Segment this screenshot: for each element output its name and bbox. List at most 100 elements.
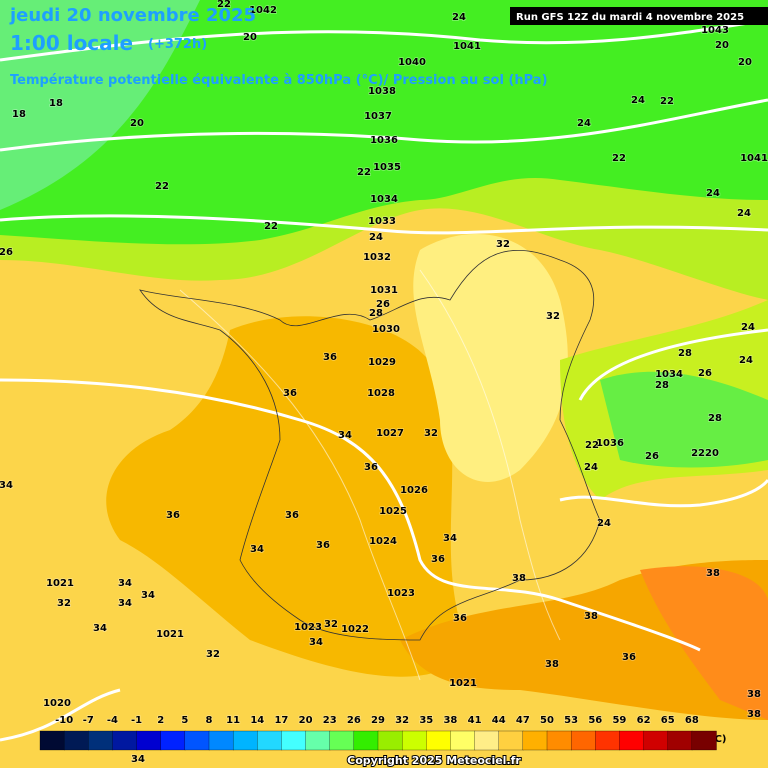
- map-value-label: 22: [217, 0, 231, 10]
- legend-tick-label: 53: [564, 715, 578, 726]
- date-title: jeudi 20 novembre 2025: [9, 5, 256, 26]
- copyright: Copyright 2025 Meteociel.fr: [347, 754, 521, 767]
- legend-swatch: [498, 730, 524, 751]
- map-value-label: 24: [631, 95, 645, 106]
- map-value-label: 20: [715, 40, 729, 51]
- contour: [419, 269, 561, 641]
- map-value-label: 34: [118, 598, 132, 609]
- map-value-label: 1037: [364, 111, 392, 122]
- map-value-label: 24: [369, 232, 383, 243]
- isobar: [0, 18, 768, 62]
- map-value-label: 28: [708, 413, 722, 424]
- legend-tick-label: 8: [206, 715, 213, 726]
- legend-swatch: [112, 730, 138, 751]
- map-value-label: 26: [698, 368, 712, 379]
- map-value-label: 38: [584, 611, 598, 622]
- map-value-label: 34: [141, 590, 155, 601]
- legend-swatch: [88, 730, 114, 751]
- map-value-label: 36: [283, 388, 297, 399]
- map-value-label: 24: [584, 462, 598, 473]
- legend-tick-label: -1: [131, 715, 142, 726]
- map-value-label: 1026: [400, 485, 428, 496]
- map-value-label: 34: [0, 480, 13, 491]
- map-value-label: 1035: [373, 162, 401, 173]
- legend-tick-label: 17: [274, 715, 288, 726]
- map-value-label: 1036: [596, 438, 624, 449]
- map-value-label: 1043: [701, 25, 729, 36]
- map-value-label: 1029: [368, 357, 396, 368]
- legend-swatch: [329, 730, 355, 751]
- map-value-label: 1032: [363, 252, 391, 263]
- legend-swatch: [643, 730, 669, 751]
- legend-swatch: [595, 730, 621, 751]
- legend-swatch: [136, 730, 162, 751]
- map-value-label: 1021: [449, 678, 477, 689]
- legend-swatch: [39, 730, 65, 751]
- legend-tick-label: 47: [516, 715, 530, 726]
- legend-tick-label: 44: [492, 715, 506, 726]
- warm-area: [106, 316, 470, 677]
- run-info: Run GFS 12Z du mardi 4 novembre 2025: [516, 12, 744, 23]
- legend-tick-label: 38: [443, 715, 457, 726]
- legend-tick-label: 50: [540, 715, 554, 726]
- map-value-label: 1033: [368, 216, 396, 227]
- subtitle: Température potentielle équivalente à 85…: [10, 73, 548, 88]
- legend-tick-label: 41: [468, 715, 482, 726]
- map-value-label: 18: [49, 98, 63, 109]
- legend-tick-label: -4: [107, 715, 118, 726]
- map-value-label: 1030: [372, 324, 400, 335]
- map-value-label: 22: [357, 167, 371, 178]
- legend-tick-label: -7: [83, 715, 94, 726]
- legend-tick-label: 29: [371, 715, 385, 726]
- map-value-label: 36: [323, 352, 337, 363]
- legend-swatch: [570, 730, 596, 751]
- map-value-label: 1022: [341, 624, 369, 635]
- legend-swatch: [522, 730, 548, 751]
- map-value-label: 1041: [453, 41, 481, 52]
- map-value-label: 20: [738, 57, 752, 68]
- legend-swatch: [546, 730, 572, 751]
- map-value-label: 24: [737, 208, 751, 219]
- map-value-label: 32: [496, 239, 510, 250]
- map-value-label: 34: [93, 623, 107, 634]
- legend-tick-label: 20: [299, 715, 313, 726]
- map-value-label: 1028: [367, 388, 395, 399]
- map-value-label: 34: [250, 544, 264, 555]
- map-value-label: 1021: [156, 629, 184, 640]
- alpine-area: [600, 371, 768, 468]
- map-value-label: 1023: [387, 588, 415, 599]
- legend-swatch: [377, 730, 403, 751]
- map-value-label: 20: [130, 118, 144, 129]
- map-value-label: 24: [597, 518, 611, 529]
- map-value-label: 36: [453, 613, 467, 624]
- map-value-label: 22: [585, 440, 599, 451]
- contour: [179, 289, 421, 681]
- map-value-label: 1025: [379, 506, 407, 517]
- legend-swatch: [691, 730, 717, 751]
- map-value-label: 26: [376, 299, 390, 310]
- isobar: [0, 214, 768, 235]
- legend-swatch: [305, 730, 331, 751]
- cold-area: [0, 0, 768, 245]
- map-value-label: 36: [431, 554, 445, 565]
- legend-swatch: [184, 730, 210, 751]
- legend-swatch: [353, 730, 379, 751]
- run-box: [510, 7, 768, 25]
- legend-tick-label: 68: [685, 715, 699, 726]
- isobar: [578, 328, 768, 401]
- map-value-label: 28: [655, 380, 669, 391]
- isobar: [0, 98, 768, 152]
- map-value-label: 1038: [368, 86, 396, 97]
- legend-swatch: [208, 730, 234, 751]
- map-value-label: 26: [0, 247, 13, 258]
- map-value-label: 36: [166, 510, 180, 521]
- map-value-label: 28: [369, 308, 383, 319]
- legend-tick-label: -10: [55, 715, 73, 726]
- legend-swatch: [426, 730, 452, 751]
- legend-tick-label: 11: [226, 715, 240, 726]
- map-value-label: 34: [443, 533, 457, 544]
- map-value-label: 22: [264, 221, 278, 232]
- map-value-label: 1027: [376, 428, 404, 439]
- legend-tick-label: 23: [323, 715, 337, 726]
